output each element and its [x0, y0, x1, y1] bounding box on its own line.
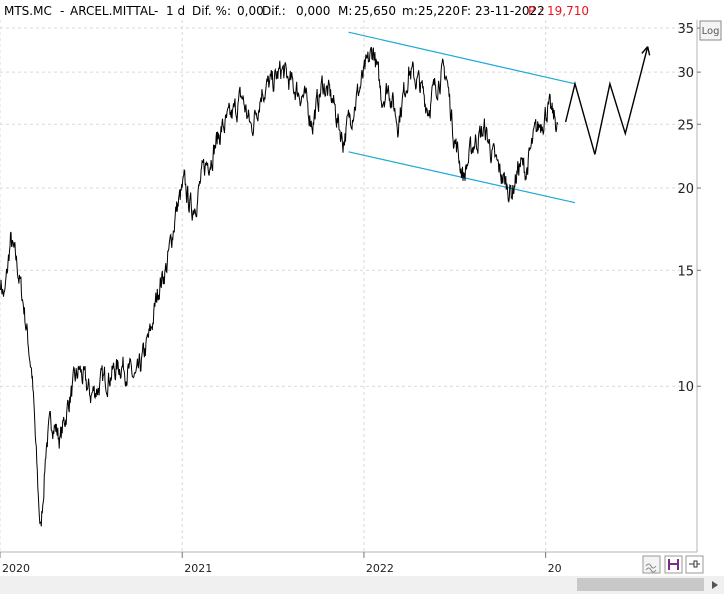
header-price-value: 19,710 — [547, 4, 589, 18]
scroll-right-button[interactable] — [706, 576, 724, 594]
header-date-value: 23-11-2022 — [475, 4, 545, 18]
grid — [0, 20, 697, 552]
header-dif-pct-value: 0,00 — [237, 4, 264, 18]
header-max-value: 25,650 — [354, 4, 396, 18]
header-min-label: m: — [402, 4, 418, 18]
projection-line — [564, 46, 651, 155]
header-min-value: 25,220 — [418, 4, 460, 18]
time-axis: 2020 2021 2022 20 — [0, 552, 562, 575]
header-dif-value: 0,000 — [296, 4, 330, 18]
scrollbar-thumb[interactable] — [577, 578, 704, 591]
x-tick-label: 2021 — [184, 562, 212, 575]
pin-icon — [689, 560, 700, 568]
projection-arrowhead — [641, 46, 651, 56]
horizontal-scrollbar[interactable] — [0, 576, 724, 594]
y-tick-label: 25 — [677, 118, 694, 133]
header-dif-pct-label: Dif. %: — [192, 4, 231, 18]
header-max-label: M: — [338, 4, 352, 18]
y-tick-label: 20 — [677, 182, 694, 197]
wave-icon-2 — [645, 567, 657, 573]
channel-upper-line — [348, 31, 576, 85]
wave-icon — [645, 563, 657, 569]
header-date-label: F: — [461, 4, 471, 18]
log-button-label: Log — [702, 26, 720, 37]
projection-path — [564, 46, 649, 155]
price-line — [0, 46, 559, 527]
header-ticker: MTS.MC — [4, 4, 52, 18]
header-separator-2: - — [154, 4, 158, 18]
header-bar: MTS.MC - ARCEL.MITTAL - 1 d Dif. %: 0,00… — [0, 0, 590, 20]
header-price-label: P : — [528, 4, 543, 18]
y-tick-label: 15 — [677, 264, 694, 279]
price-axis: 10 15 20 25 30 35 — [677, 22, 701, 395]
y-tick-label: 35 — [677, 22, 694, 37]
price-series — [0, 46, 559, 527]
chevron-right-icon — [712, 581, 718, 589]
header-dif-label: Dif.: — [262, 4, 286, 18]
y-tick-label: 30 — [677, 66, 694, 81]
pin-button[interactable] — [685, 555, 704, 574]
y-tick-label: 10 — [677, 380, 694, 395]
x-tick-label: 20 — [548, 562, 562, 575]
header-separator-1: - — [60, 4, 64, 18]
log-scale-button[interactable]: Log — [699, 20, 722, 41]
x-tick-label: 2022 — [366, 562, 394, 575]
header-period: 1 d — [166, 4, 185, 18]
save-button[interactable] — [664, 555, 683, 574]
zoom-reset-button[interactable] — [642, 555, 661, 574]
x-tick-label: 2020 — [2, 562, 30, 575]
save-icon — [668, 559, 679, 570]
header-name: ARCEL.MITTAL — [70, 4, 155, 18]
